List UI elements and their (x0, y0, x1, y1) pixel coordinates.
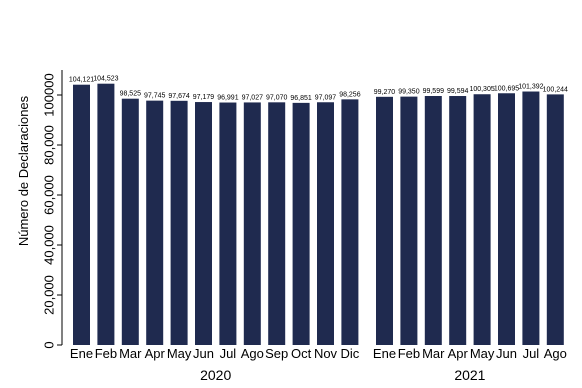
data-label: 97,674 (168, 93, 190, 100)
data-label: 99,594 (447, 88, 469, 95)
data-label: 97,097 (315, 94, 337, 101)
bar-2020-jun (195, 102, 212, 346)
data-label: 100,244 (543, 86, 568, 93)
category-label: Mar (422, 346, 445, 361)
category-label: Ene (70, 346, 93, 361)
bar-2020-apr (146, 100, 164, 345)
y-tick-label: 40,000 (41, 225, 56, 265)
data-label: 98,256 (339, 91, 361, 98)
category-label: Sep (265, 346, 288, 361)
data-label: 100,305 (469, 86, 494, 93)
y-tick-label: 100000 (41, 73, 56, 116)
category-label: Mar (119, 346, 142, 361)
bar-2020-jul (219, 102, 237, 346)
category-label: Ago (241, 346, 264, 361)
data-label: 97,070 (266, 94, 288, 101)
bar-2020-nov (317, 102, 334, 345)
data-label: 99,599 (423, 88, 445, 95)
category-label: Dic (341, 346, 360, 361)
y-axis-title: Número de Declaraciones (16, 95, 31, 246)
bar-2020-sep (268, 102, 286, 345)
category-label: Jun (496, 346, 517, 361)
data-label: 101,392 (518, 84, 543, 91)
category-label: Jul (523, 346, 540, 361)
group-label-2021: 2021 (454, 367, 485, 383)
bar-2021-ene (376, 96, 393, 345)
y-tick-label: 60,000 (41, 175, 56, 215)
bar-2021-apr (449, 96, 467, 345)
y-tick-label: 80,000 (41, 125, 56, 165)
category-label: Oct (291, 346, 312, 361)
category-label: Ene (373, 346, 396, 361)
bar-2021-mar (424, 96, 442, 345)
category-label: May (470, 346, 495, 361)
data-label: 99,350 (398, 89, 420, 96)
category-label: Jun (193, 346, 214, 361)
bar-2020-mar (121, 98, 139, 345)
data-label: 97,027 (242, 94, 264, 101)
data-label: 97,179 (193, 94, 215, 101)
bar-2021-jun (498, 93, 515, 345)
data-label: 99,270 (374, 89, 396, 96)
y-tick-label: 0 (41, 341, 56, 348)
x-category-labels: Ene Feb Mar Apr May Jun Jul Ago Sep Oct Nov Dic Ene F… (70, 346, 567, 361)
y-axis: 0 20,000 40,000 60,000 80,000 100000 (41, 70, 63, 349)
category-label: Feb (398, 346, 420, 361)
category-label: May (167, 346, 192, 361)
bar-2020-dic (341, 99, 359, 345)
data-label: 96,991 (217, 95, 239, 102)
bars (73, 83, 564, 346)
data-label: 98,525 (120, 91, 142, 98)
category-label: Apr (145, 346, 166, 361)
bar-2021-feb (400, 96, 418, 345)
bar-2020-ene (73, 84, 90, 345)
category-label: Jul (220, 346, 237, 361)
category-label: Nov (314, 346, 338, 361)
group-labels: 2020 2021 (200, 367, 486, 383)
bar-2021-may (473, 94, 491, 345)
bar-2020-oct (292, 102, 310, 345)
data-label: 100,695 (494, 85, 519, 92)
category-label: Apr (448, 346, 469, 361)
bar-2020-ago (243, 102, 261, 346)
bar-2021-jul (522, 91, 540, 346)
category-label: Ago (544, 346, 567, 361)
bar-2020-feb (97, 83, 115, 345)
bar-2021-ago (546, 94, 564, 345)
data-label: 104,121 (69, 77, 94, 84)
category-label: Feb (95, 346, 117, 361)
y-tick-label: 20,000 (41, 275, 56, 315)
data-label: 96,851 (290, 95, 312, 102)
data-label: 97,745 (144, 93, 166, 100)
bar-2020-may (170, 100, 188, 345)
group-label-2020: 2020 (200, 367, 231, 383)
data-label: 104,523 (93, 76, 118, 83)
